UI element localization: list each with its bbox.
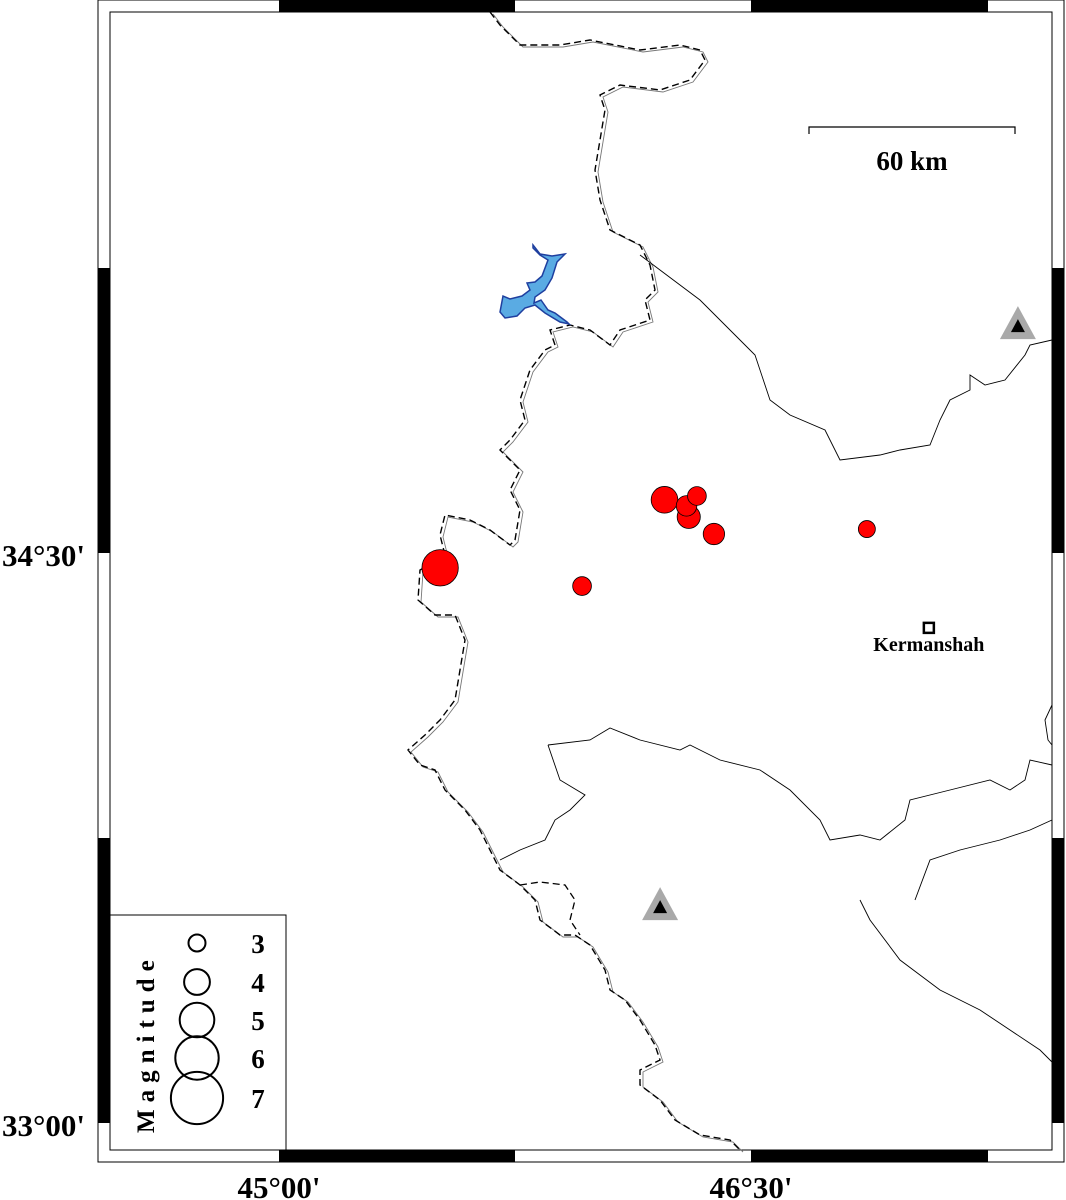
- frame-inner: [109, 11, 1053, 1151]
- longitude-label: 46°30': [710, 1170, 793, 1200]
- scale-bar-label: 60 km: [876, 146, 948, 176]
- frame-outer: [97, 0, 1065, 1163]
- legend-circle: [187, 933, 207, 953]
- earthquake-marker: [572, 576, 592, 596]
- scale-bar: 60 km: [808, 126, 1016, 176]
- city-square-icon: [922, 621, 936, 635]
- seismic-stations: [642, 306, 1036, 921]
- province-border: [1044, 704, 1053, 746]
- legend-label: 3: [251, 929, 265, 959]
- longitude-label: 45°00': [237, 1170, 320, 1200]
- map-frame: [97, 0, 1065, 1163]
- legend-label: 5: [251, 1006, 265, 1036]
- earthquake-marker: [702, 522, 726, 546]
- province-border: [639, 254, 1053, 461]
- earthquake-marker: [857, 520, 876, 538]
- latitude-label: 34°30': [2, 538, 85, 573]
- province-border: [547, 727, 1053, 841]
- earthquake-marker: [650, 486, 679, 514]
- province-border: [859, 899, 1053, 1063]
- legend-circle: [169, 1070, 225, 1126]
- legend-label: 6: [251, 1044, 265, 1074]
- province-border: [914, 819, 1053, 901]
- cities: Kermanshah: [873, 621, 984, 656]
- legend-title: Magnitude: [133, 953, 160, 1133]
- legend-label: 4: [251, 968, 265, 998]
- frame-segment: [751, 1150, 988, 1162]
- city-label: Kermanshah: [873, 634, 984, 656]
- legend-circle: [174, 1035, 220, 1081]
- frame-segment: [1052, 838, 1064, 1123]
- latitude-label: 33°00': [2, 1108, 85, 1143]
- borders: [407, 11, 1053, 1153]
- earthquake-events: [421, 486, 876, 596]
- earthquake-marker: [687, 486, 707, 506]
- international-border-dashed: [407, 11, 741, 1151]
- axis-labels: 45°00' 46°30' 34°30' 33°00': [2, 538, 793, 1200]
- border-branch: [519, 881, 581, 936]
- frame-segment: [751, 0, 988, 12]
- frame-segment: [279, 1150, 515, 1162]
- legend-label: 7: [251, 1084, 265, 1114]
- lake: [499, 242, 572, 326]
- station-triangle-inner-icon: [653, 900, 668, 914]
- province-border: [499, 744, 586, 861]
- station-triangle-inner-icon: [1010, 319, 1025, 333]
- legend-circle: [178, 1001, 216, 1039]
- legend-circle: [183, 968, 211, 996]
- frame-segment: [98, 268, 110, 553]
- magnitude-legend: Magnitude 3 4 5 6 7: [109, 914, 287, 1151]
- frame-segment: [1052, 268, 1064, 553]
- frame-segment: [279, 0, 515, 12]
- frame-segment: [98, 838, 110, 1123]
- earthquake-marker: [421, 549, 459, 587]
